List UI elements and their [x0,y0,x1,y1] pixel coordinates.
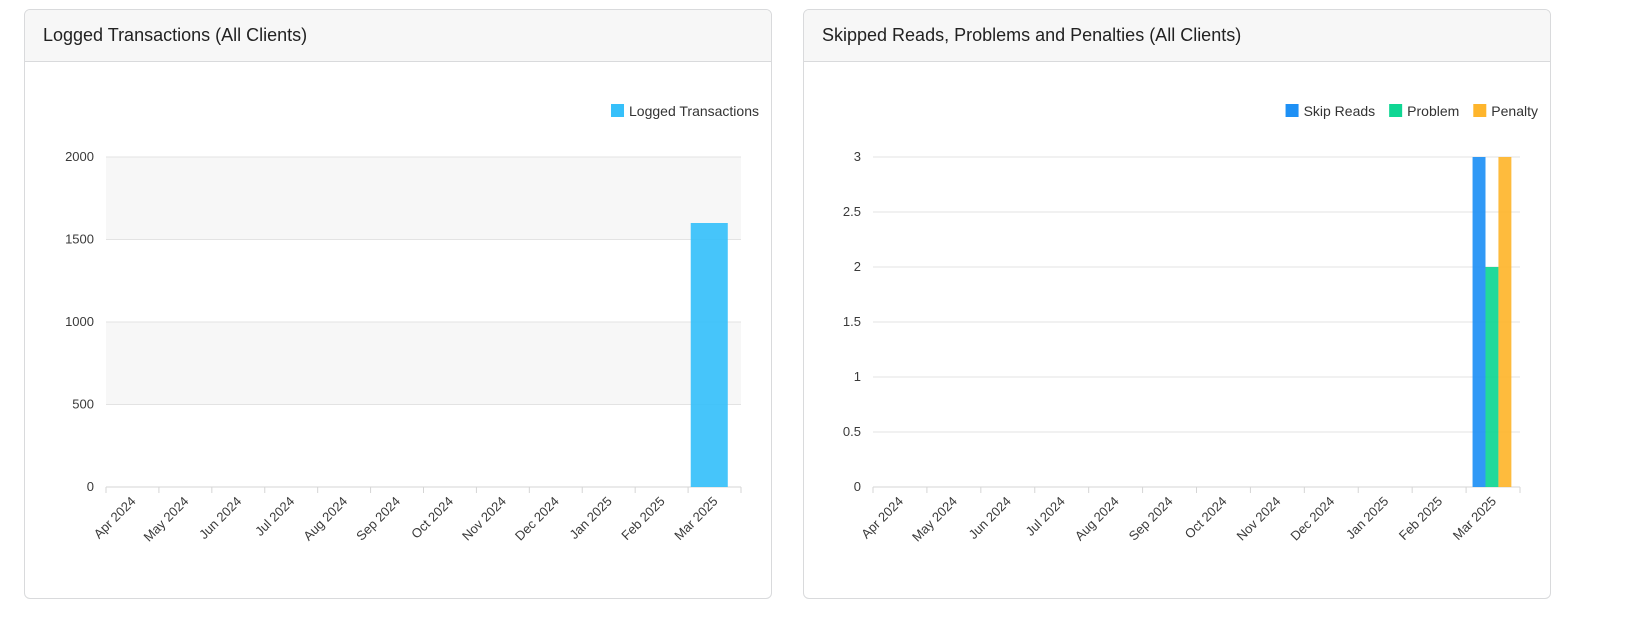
x-tick-label: Nov 2024 [1234,494,1284,544]
x-tick-label: Dec 2024 [512,494,562,544]
x-tick-label: Dec 2024 [1287,494,1337,544]
legend-label: Skip Reads [1304,103,1376,119]
x-tick-label: Jun 2024 [196,494,244,542]
skipped-reads-chart: 0 0.5 1 1.5 2 2.5 3 Apr 2024 May 2024 Jun 2024 Jul… [843,103,1538,545]
bar-skip-reads[interactable] [1472,157,1486,487]
x-tick-label: Jun 2024 [965,494,1013,542]
x-tick-label: Nov 2024 [459,494,509,544]
x-tick-label: Apr 2024 [91,494,139,542]
x-tick-label: Feb 2025 [1396,494,1445,543]
y-tick-label: 1000 [65,314,94,329]
legend-item-logged-transactions[interactable]: Logged Transactions [611,103,759,119]
legend-label: Logged Transactions [629,103,759,119]
legend-item-problem[interactable]: Problem [1389,103,1459,119]
x-tick-label: Sep 2024 [353,494,403,544]
card-title: Skipped Reads, Problems and Penalties (A… [822,25,1242,45]
y-tick-label: 1500 [65,232,94,247]
x-tick-label: Jan 2025 [566,494,614,542]
x-tick-label: Apr 2024 [858,494,906,542]
y-tick-label: 0.5 [843,424,861,439]
x-tick-label: Mar 2025 [1450,494,1499,543]
x-tick-label: Mar 2025 [671,494,720,543]
bar-problem[interactable] [1485,267,1499,487]
x-tick-label: Aug 2024 [1072,494,1122,544]
y-tick-label: 2.5 [843,204,861,219]
x-tick-label: Jul 2024 [252,494,297,539]
x-tick-label: May 2024 [141,494,192,545]
bar-logged-transactions[interactable] [690,223,728,487]
y-tick-label: 2 [854,259,861,274]
legend-label: Penalty [1491,103,1538,119]
x-tick-label: May 2024 [909,494,960,545]
card-title: Logged Transactions (All Clients) [43,25,308,45]
y-tick-label: 0 [87,479,94,494]
chart-card-skipped-reads: Skipped Reads, Problems and Penalties (A… [803,9,1551,599]
card-header: Logged Transactions (All Clients) [25,10,771,62]
x-tick-label: Jul 2024 [1022,494,1067,539]
x-tick-label: Sep 2024 [1126,494,1176,544]
chart-card-logged-transactions: Logged Transactions (All Clients) 0 500 10… [24,9,772,599]
y-tick-label: 0 [854,479,861,494]
y-tick-label: 3 [854,149,861,164]
x-tick-label: Aug 2024 [300,494,350,544]
logged-transactions-chart: 0 500 1000 1500 2000 Apr 2024 May 2024 Jun 2024… [65,103,759,545]
legend-item-penalty[interactable]: Penalty [1473,103,1538,119]
grid-band [106,322,741,405]
x-tick-label: Oct 2024 [1182,494,1230,542]
y-tick-label: 1.5 [843,314,861,329]
legend-swatch [1473,104,1487,117]
legend-swatch [1389,104,1403,117]
x-tick-label: Jan 2025 [1343,494,1391,542]
grid-band [106,157,741,240]
legend-swatch [1285,104,1299,117]
bar-penalty[interactable] [1498,157,1512,487]
y-tick-label: 1 [854,369,861,384]
legend-label: Problem [1407,103,1459,119]
x-tick-label: Oct 2024 [408,494,456,542]
y-tick-label: 500 [72,397,94,412]
legend-swatch [611,104,625,117]
y-tick-label: 2000 [65,149,94,164]
legend-item-skip-reads[interactable]: Skip Reads [1285,103,1376,119]
card-header: Skipped Reads, Problems and Penalties (A… [804,10,1550,62]
x-tick-label: Feb 2025 [618,494,667,543]
